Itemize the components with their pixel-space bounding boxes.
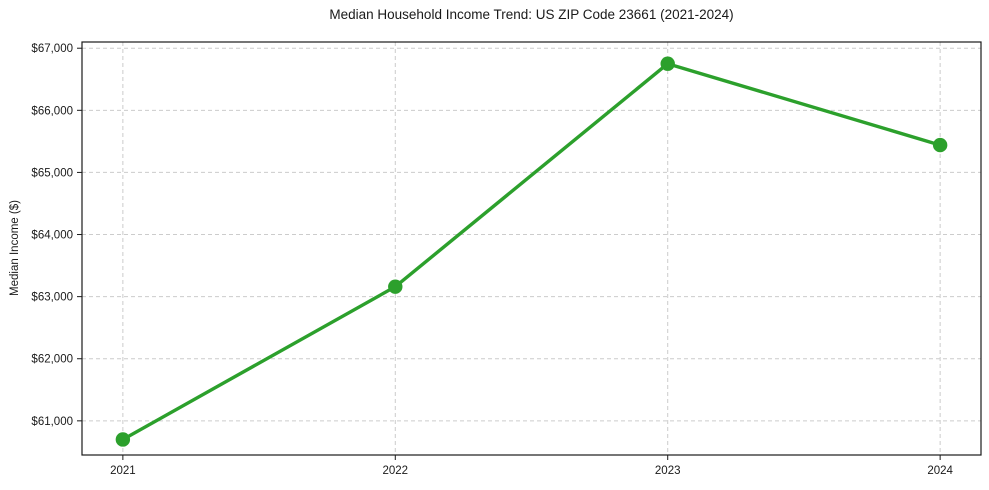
data-point-marker: [660, 56, 675, 71]
x-tick-label: 2022: [382, 465, 408, 477]
x-tick-label: 2021: [110, 465, 136, 477]
trend-line: [121, 62, 942, 442]
y-tick-label: $66,000: [31, 105, 73, 117]
x-tick-label: 2024: [927, 465, 953, 477]
y-tick-label: $61,000: [31, 416, 73, 428]
y-tick-label: $67,000: [31, 43, 73, 55]
data-point-marker: [388, 279, 403, 294]
y-tick-label: $63,000: [31, 292, 73, 304]
data-point-marker: [115, 432, 131, 447]
y-tick-label: $62,000: [31, 354, 73, 366]
y-tick-label: $65,000: [31, 167, 73, 179]
y-tick-label: $64,000: [31, 230, 73, 242]
plot-border: [81, 41, 982, 456]
x-tick-label: 2023: [655, 465, 681, 477]
chart-title: Median Household Income Trend: US ZIP Co…: [329, 7, 734, 22]
data-point-marker: [932, 137, 948, 153]
